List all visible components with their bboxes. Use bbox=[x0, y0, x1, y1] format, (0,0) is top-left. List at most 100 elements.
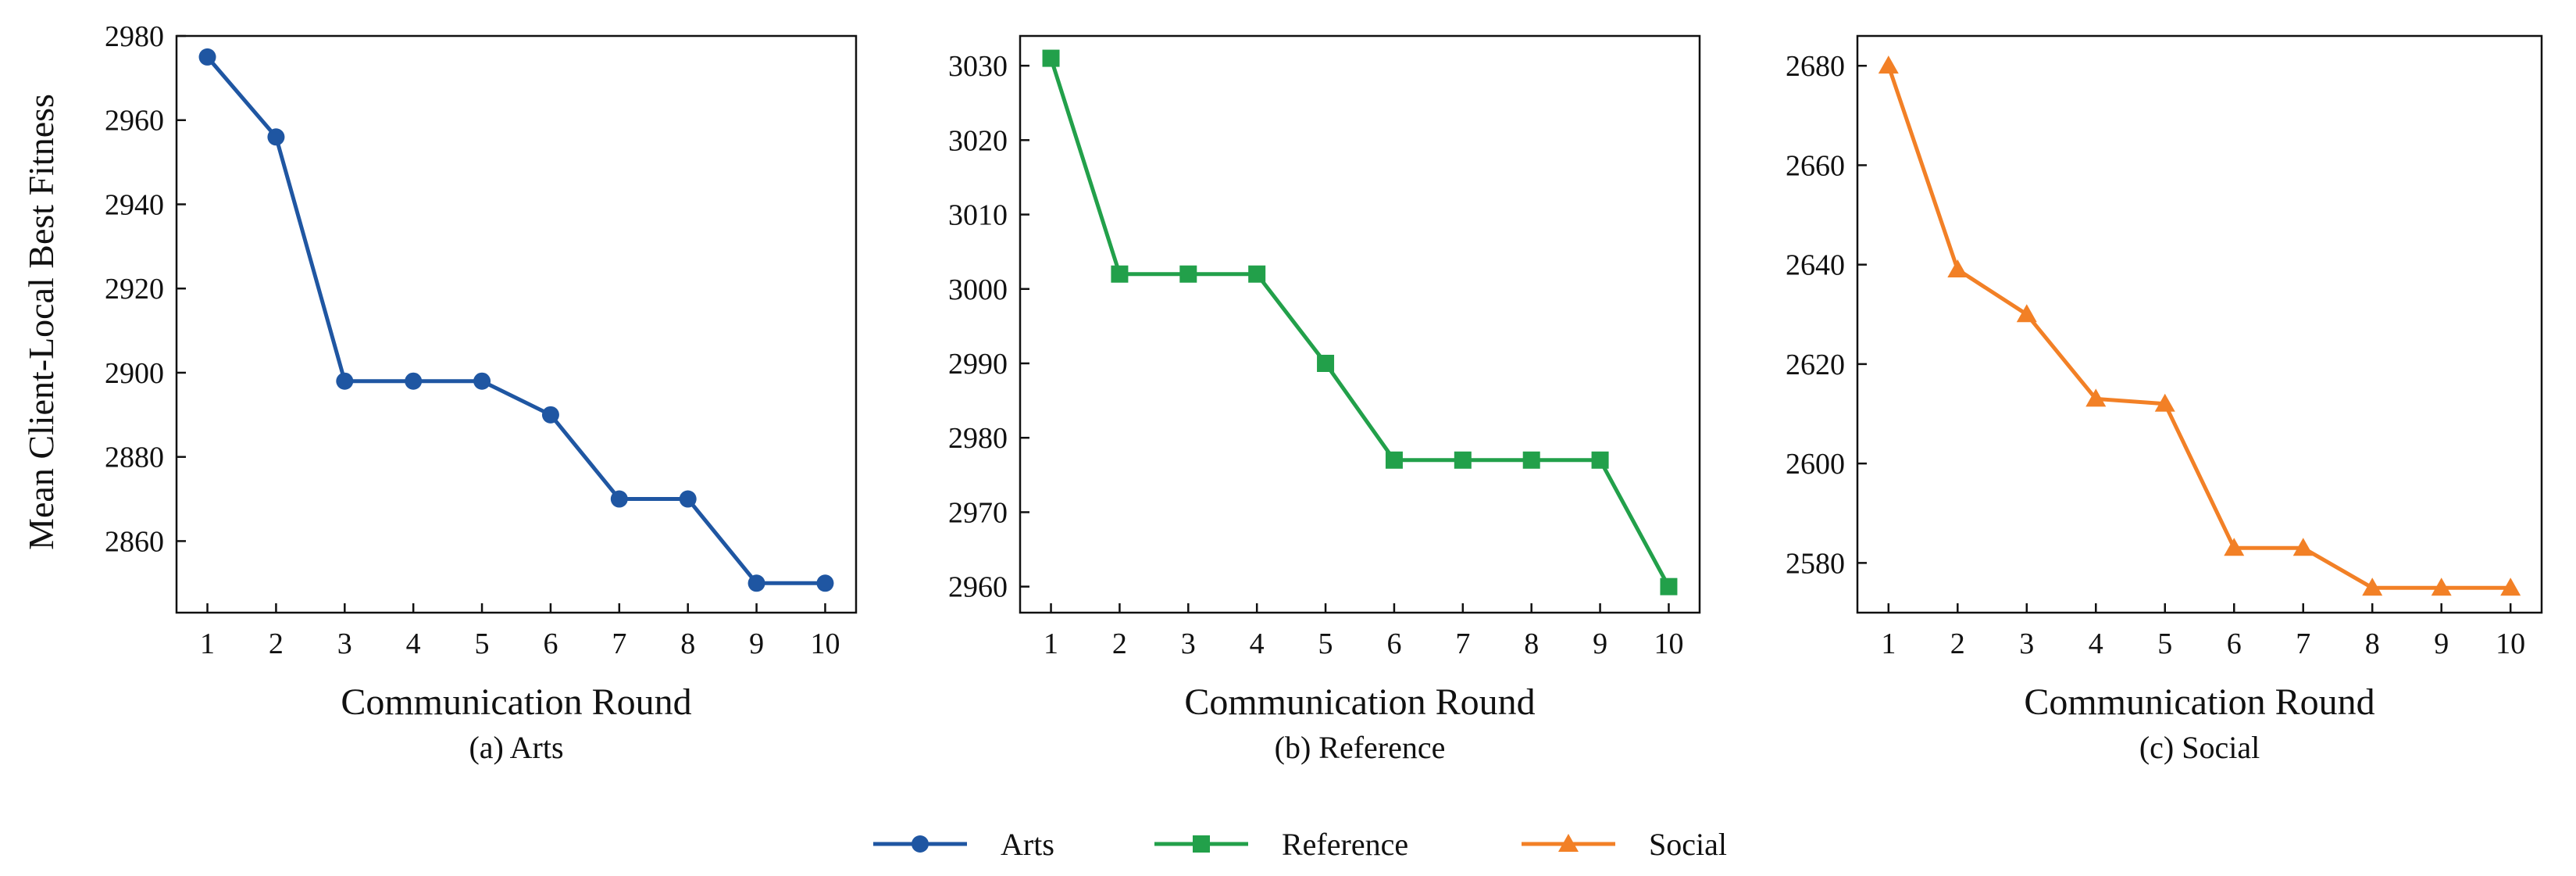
x-tick-label: 1 bbox=[200, 628, 215, 660]
y-tick-label: 2660 bbox=[1786, 149, 1845, 182]
legend-item-reference: Reference bbox=[1154, 827, 1408, 862]
data-point-reference bbox=[1111, 265, 1129, 283]
data-point-arts bbox=[541, 406, 559, 424]
data-point-social bbox=[2431, 577, 2452, 596]
legend-item-arts: Arts bbox=[873, 827, 1054, 862]
y-tick-label: 2980 bbox=[105, 20, 164, 53]
plot-frame bbox=[1019, 34, 1701, 614]
y-tick-label: 2960 bbox=[948, 571, 1008, 604]
legend-marker-social bbox=[1558, 834, 1579, 852]
x-tick-label: 3 bbox=[2019, 628, 2034, 660]
data-point-social bbox=[2016, 304, 2037, 323]
data-point-social bbox=[1947, 259, 1968, 278]
x-tick-label: 8 bbox=[680, 628, 695, 660]
data-point-arts bbox=[747, 574, 765, 592]
x-tick-label: 7 bbox=[2296, 628, 2310, 660]
data-point-social bbox=[2362, 577, 2383, 596]
y-tick-label: 2580 bbox=[1786, 547, 1845, 580]
y-tick-label: 3020 bbox=[948, 124, 1008, 157]
x-tick-label: 10 bbox=[810, 628, 840, 660]
x-tick-label: 3 bbox=[337, 628, 352, 660]
chart-panel-2: 1 2 3 4 5 6 7 8 9 10 2960 2970 2980 2990 3000 3010 3020 3… bbox=[948, 34, 1701, 765]
y-tick-label: 3000 bbox=[948, 274, 1008, 306]
x-tick-label: 8 bbox=[1524, 628, 1539, 660]
x-tick-label: 4 bbox=[2089, 628, 2103, 660]
y-tick-label: 2920 bbox=[105, 273, 164, 306]
data-point-arts bbox=[405, 372, 423, 390]
x-tick-label: 3 bbox=[1181, 628, 1196, 660]
y-tick-label: 2970 bbox=[948, 496, 1008, 529]
data-point-arts bbox=[679, 490, 697, 508]
data-point-arts bbox=[336, 372, 354, 390]
data-point-social bbox=[2154, 393, 2175, 412]
x-tick-label: 8 bbox=[2365, 628, 2380, 660]
x-tick-label: 1 bbox=[1044, 628, 1058, 660]
x-axis-label: Communication Round bbox=[2024, 681, 2374, 723]
y-tick-label: 2880 bbox=[105, 442, 164, 474]
x-tick-label: 2 bbox=[1112, 628, 1127, 660]
x-tick-label: 1 bbox=[1881, 628, 1896, 660]
x-tick-label: 6 bbox=[543, 628, 558, 660]
y-tick-label: 2940 bbox=[105, 188, 164, 221]
y-tick-label: 3010 bbox=[948, 199, 1008, 232]
y-tick-label: 2990 bbox=[948, 348, 1008, 381]
y-tick-label: 3030 bbox=[948, 50, 1008, 83]
data-point-reference bbox=[1179, 265, 1197, 283]
data-point-reference bbox=[1591, 451, 1609, 469]
legend-marker-reference bbox=[1193, 835, 1210, 853]
x-tick-label: 2 bbox=[1950, 628, 1965, 660]
x-tick-label: 5 bbox=[2157, 628, 2172, 660]
data-point-social bbox=[2500, 577, 2521, 596]
y-tick-label: 2600 bbox=[1786, 448, 1845, 481]
x-tick-label: 2 bbox=[269, 628, 284, 660]
data-point-reference bbox=[1042, 49, 1060, 67]
series-line-social bbox=[1886, 65, 2511, 590]
data-point-reference bbox=[1522, 451, 1540, 469]
y-tick-label: 2680 bbox=[1786, 50, 1845, 83]
chart-panel-3: 1 2 3 4 5 6 7 8 9 10 2580 2600 2620 2640 2660 2680 Commu… bbox=[1786, 34, 2543, 765]
plot-frame bbox=[175, 34, 858, 614]
legend-marker-arts bbox=[912, 835, 929, 853]
legend-item-social: Social bbox=[1522, 827, 1727, 862]
legend: Arts Reference Social bbox=[873, 827, 1727, 862]
data-point-reference bbox=[1248, 265, 1266, 283]
x-tick-label: 9 bbox=[1593, 628, 1607, 660]
data-point-arts bbox=[198, 48, 216, 66]
plot-frame bbox=[1856, 34, 2543, 614]
panel-caption: (a) Arts bbox=[469, 730, 563, 765]
x-tick-label: 5 bbox=[475, 628, 490, 660]
x-tick-label: 9 bbox=[749, 628, 764, 660]
x-tick-label: 4 bbox=[1250, 628, 1265, 660]
y-tick-label: 2980 bbox=[948, 422, 1008, 455]
x-tick-label: 7 bbox=[612, 628, 626, 660]
x-tick-label: 6 bbox=[1386, 628, 1401, 660]
x-tick-label: 10 bbox=[2496, 628, 2525, 660]
data-point-arts bbox=[473, 372, 491, 390]
series-line-arts bbox=[205, 55, 826, 585]
y-tick-label: 2620 bbox=[1786, 349, 1845, 381]
x-axis-label: Communication Round bbox=[1184, 681, 1535, 723]
series-line-reference bbox=[1049, 57, 1671, 588]
y-tick-label: 2860 bbox=[105, 525, 164, 558]
data-point-social bbox=[2224, 538, 2245, 556]
data-point-social bbox=[1878, 55, 1899, 74]
x-axis-label: Communication Round bbox=[341, 681, 691, 723]
x-tick-label: 10 bbox=[1654, 628, 1683, 660]
data-point-reference bbox=[1385, 451, 1403, 469]
panel-caption: (b) Reference bbox=[1275, 730, 1446, 765]
y-tick-label: 2640 bbox=[1786, 249, 1845, 282]
data-point-arts bbox=[816, 574, 834, 592]
x-tick-label: 5 bbox=[1318, 628, 1333, 660]
data-point-reference bbox=[1317, 354, 1335, 372]
panel-caption: (c) Social bbox=[2139, 730, 2260, 765]
y-tick-label: 2900 bbox=[105, 357, 164, 390]
data-point-reference bbox=[1454, 451, 1472, 469]
data-point-social bbox=[2085, 388, 2107, 407]
x-tick-label: 6 bbox=[2227, 628, 2242, 660]
y-tick-label: 2960 bbox=[105, 105, 164, 138]
legend-label: Reference bbox=[1282, 827, 1408, 862]
data-point-reference bbox=[1660, 577, 1678, 595]
y-axis-label: Mean Client-Local Best Fitness bbox=[21, 94, 61, 550]
data-point-arts bbox=[610, 490, 628, 508]
x-tick-label: 7 bbox=[1455, 628, 1470, 660]
